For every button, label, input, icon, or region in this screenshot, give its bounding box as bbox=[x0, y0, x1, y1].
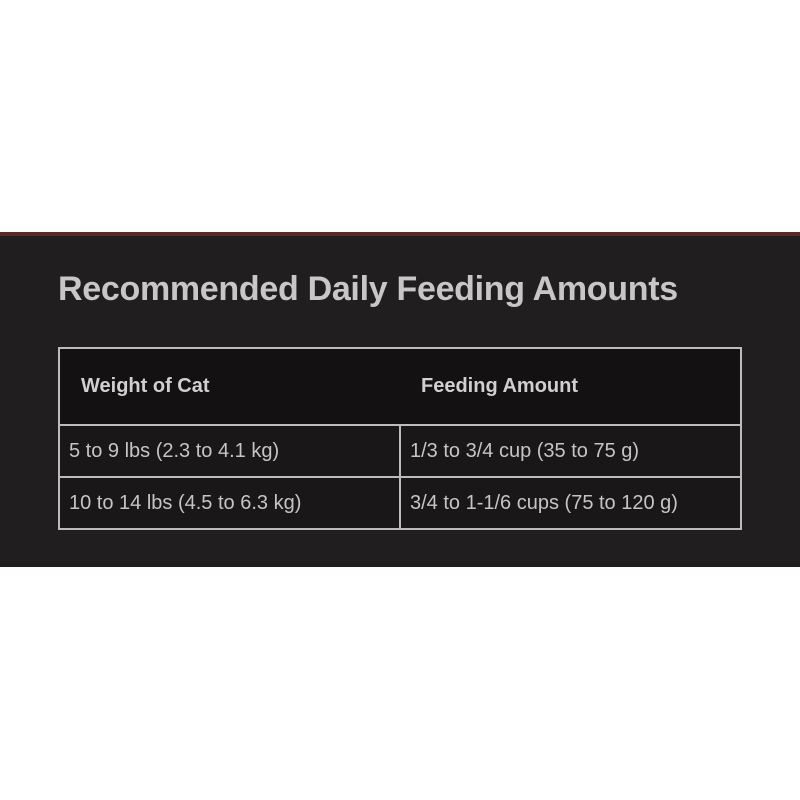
column-header-weight: Weight of Cat bbox=[59, 348, 400, 425]
feeding-amounts-table: Weight of Cat Feeding Amount 5 to 9 lbs … bbox=[58, 347, 742, 530]
cell-feeding-amount-2: 3/4 to 1-1/6 cups (75 to 120 g) bbox=[399, 476, 742, 530]
cell-weight-range-2: 10 to 14 lbs (4.5 to 6.3 kg) bbox=[58, 476, 401, 530]
cell-feeding-amount-1: 1/3 to 3/4 cup (35 to 75 g) bbox=[399, 424, 742, 478]
table-body: 5 to 9 lbs (2.3 to 4.1 kg) 1/3 to 3/4 cu… bbox=[58, 424, 742, 530]
table-header: Weight of Cat Feeding Amount bbox=[59, 348, 741, 425]
top-whitespace bbox=[0, 0, 800, 232]
column-header-feeding-amount: Feeding Amount bbox=[400, 348, 741, 425]
table-row: 10 to 14 lbs (4.5 to 6.3 kg) 3/4 to 1-1/… bbox=[58, 476, 742, 530]
cell-weight-range-1: 5 to 9 lbs (2.3 to 4.1 kg) bbox=[58, 424, 401, 478]
table-header-row: Weight of Cat Feeding Amount bbox=[59, 348, 741, 425]
section-title: Recommended Daily Feeding Amounts bbox=[58, 270, 678, 308]
bottom-whitespace bbox=[0, 567, 800, 800]
feeding-guide-section: Recommended Daily Feeding Amounts Weight… bbox=[0, 232, 800, 567]
table-row: 5 to 9 lbs (2.3 to 4.1 kg) 1/3 to 3/4 cu… bbox=[58, 424, 742, 478]
